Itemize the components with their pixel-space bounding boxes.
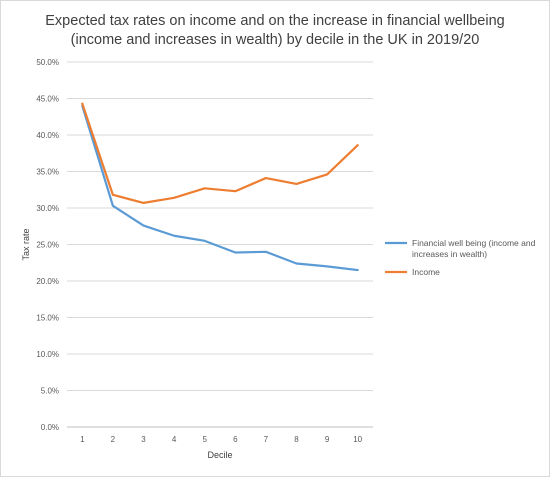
- y-tick-label: 35.0%: [36, 168, 59, 177]
- y-tick-label: 20.0%: [36, 277, 59, 286]
- legend-label: Income: [412, 267, 440, 277]
- y-tick-label: 5.0%: [41, 387, 59, 396]
- data-point: [81, 102, 84, 105]
- x-tick-label: 9: [325, 435, 330, 444]
- data-point: [295, 183, 298, 185]
- data-point: [234, 251, 237, 254]
- chart-title-line-2: (income and increases in wealth) by deci…: [70, 32, 480, 48]
- data-point: [203, 187, 206, 190]
- data-point: [234, 190, 237, 193]
- data-point: [295, 262, 298, 265]
- data-point: [173, 234, 175, 237]
- y-axis-ticks: 0.0% 5.0% 10.0% 15.0% 20.0% 25.0% 30.0% 35.0% 40…: [36, 58, 59, 432]
- y-tick-label: 45.0%: [36, 95, 59, 104]
- x-tick-label: 5: [202, 435, 207, 444]
- y-tick-label: 0.0%: [41, 423, 59, 432]
- y-tick-label: 50.0%: [36, 58, 59, 67]
- data-point: [265, 251, 267, 253]
- legend-label: Financial well being (income and: [412, 238, 536, 248]
- x-tick-label: 7: [264, 435, 269, 444]
- gridlines: [67, 61, 373, 428]
- data-point: [356, 269, 359, 271]
- data-point: [326, 173, 328, 176]
- y-tick-label: 15.0%: [36, 314, 59, 323]
- y-tick-label: 25.0%: [36, 241, 59, 250]
- x-tick-label: 10: [353, 435, 362, 444]
- x-tick-label: 8: [294, 435, 299, 444]
- x-tick-label: 6: [233, 435, 238, 444]
- data-point: [356, 144, 359, 147]
- data-point: [265, 177, 267, 179]
- y-tick-label: 10.0%: [36, 350, 59, 359]
- y-axis-title: Tax rate: [21, 228, 31, 260]
- series-lines: [81, 102, 359, 272]
- data-point: [203, 240, 206, 242]
- legend-label: increases in wealth): [412, 249, 487, 259]
- x-tick-label: 4: [172, 435, 177, 444]
- series-line-1: [81, 104, 359, 272]
- series-line-2: [81, 102, 359, 204]
- chart-title: Expected tax rates on income and on the …: [40, 12, 510, 50]
- data-point: [112, 205, 114, 207]
- data-point: [326, 265, 328, 268]
- x-axis-title: Decile: [207, 450, 232, 460]
- y-tick-label: 40.0%: [36, 131, 59, 140]
- x-tick-label: 1: [80, 435, 85, 444]
- y-tick-label: 30.0%: [36, 204, 59, 213]
- data-point: [142, 224, 145, 227]
- chart-title-line-1: Expected tax rates on income and on the …: [45, 13, 505, 29]
- data-point: [112, 194, 114, 196]
- x-tick-label: 3: [141, 435, 146, 444]
- data-point: [142, 202, 145, 204]
- legend: Financial well being (income andincrease…: [385, 238, 536, 277]
- x-tick-label: 2: [111, 435, 116, 444]
- x-axis-ticks: 1 2 3 4 5 6 7 8 9 10: [80, 435, 363, 444]
- data-point: [173, 196, 175, 199]
